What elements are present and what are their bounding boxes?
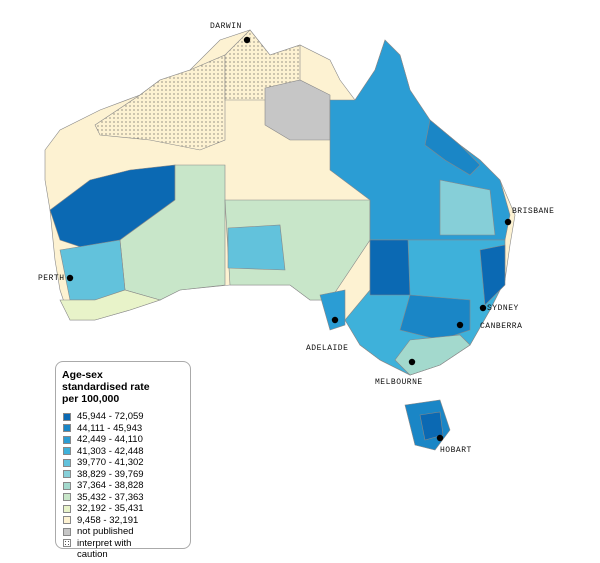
city-dot — [504, 218, 512, 226]
legend-swatch — [63, 481, 71, 490]
legend-item: 38,829 - 39,769 — [62, 469, 184, 480]
city-label: DARWIN — [210, 22, 242, 31]
legend-label: 45,944 - 72,059 — [77, 411, 144, 422]
region — [399, 294, 471, 341]
legend-swatch — [63, 527, 71, 536]
region — [479, 244, 506, 306]
legend-label: 42,449 - 44,110 — [77, 434, 143, 445]
legend-item: 32,192 - 35,431 — [62, 503, 184, 514]
legend-item: interpret with caution — [62, 538, 184, 560]
city-label: MELBOURNE — [375, 378, 423, 387]
legend-label: 37,364 - 38,828 — [77, 480, 144, 491]
legend-title: Age-sex standardised rate per 100,000 — [62, 369, 150, 405]
region — [424, 119, 481, 176]
legend-item: 35,432 - 37,363 — [62, 492, 184, 503]
legend: Age-sex standardised rate per 100,000 45… — [55, 361, 191, 560]
legend-label: 39,770 - 41,302 — [77, 457, 144, 468]
city-label: ADELAIDE — [306, 344, 348, 353]
region — [394, 334, 471, 376]
legend-swatch — [63, 412, 71, 421]
legend-swatch — [63, 539, 71, 547]
legend-swatch — [63, 504, 71, 513]
legend-label: not published — [77, 526, 134, 537]
city-label: BRISBANE — [512, 207, 554, 216]
legend-swatch — [63, 493, 71, 501]
city-label: CANBERRA — [480, 322, 522, 331]
region — [319, 289, 346, 331]
city-dot — [436, 434, 444, 442]
city-label: HOBART — [440, 446, 472, 455]
region — [94, 54, 226, 151]
region — [439, 179, 496, 236]
region — [224, 29, 301, 101]
legend-label: 44,111 - 45,943 — [77, 422, 143, 434]
legend-item: not published — [62, 526, 184, 537]
legend-swatch — [63, 458, 71, 467]
legend-item: 45,944 - 72,059 — [62, 411, 184, 422]
city-dot — [331, 316, 339, 324]
legend-swatch — [63, 470, 71, 478]
legend-item: 37,364 - 38,828 — [62, 480, 184, 491]
region — [59, 239, 126, 301]
city-dot — [243, 36, 251, 44]
legend-label: interpret with caution — [77, 537, 132, 560]
legend-items: 45,944 - 72,059 44,111 - 45,943 42,449 - 4… — [62, 411, 184, 560]
legend-label: 38,829 - 39,769 — [77, 468, 144, 480]
legend-item: 42,449 - 44,110 — [62, 434, 184, 445]
legend-label: 41,303 - 42,448 — [77, 445, 144, 457]
legend-item: 9,458 - 32,191 — [62, 515, 184, 526]
city-dot — [479, 304, 487, 312]
city-dot — [456, 321, 464, 329]
city-dot — [408, 358, 416, 366]
legend-item: 41,303 - 42,448 — [62, 446, 184, 457]
region — [419, 411, 444, 441]
city-label: SYDNEY — [487, 304, 519, 313]
legend-swatch — [63, 516, 71, 524]
legend-swatch — [63, 435, 71, 444]
legend-label: 35,432 - 37,363 — [77, 491, 144, 503]
legend-swatch — [63, 424, 71, 432]
legend-swatch — [63, 447, 71, 455]
region — [59, 289, 162, 321]
legend-item: 44,111 - 45,943 — [62, 423, 184, 434]
legend-label: 9,458 - 32,191 — [77, 514, 139, 526]
regions — [44, 29, 516, 451]
region — [227, 224, 286, 271]
legend-item: 39,770 - 41,302 — [62, 457, 184, 468]
city-label: PERTH — [38, 274, 65, 283]
city-dot — [66, 274, 74, 282]
legend-label: 32,192 - 35,431 — [77, 503, 144, 514]
region — [369, 239, 411, 296]
